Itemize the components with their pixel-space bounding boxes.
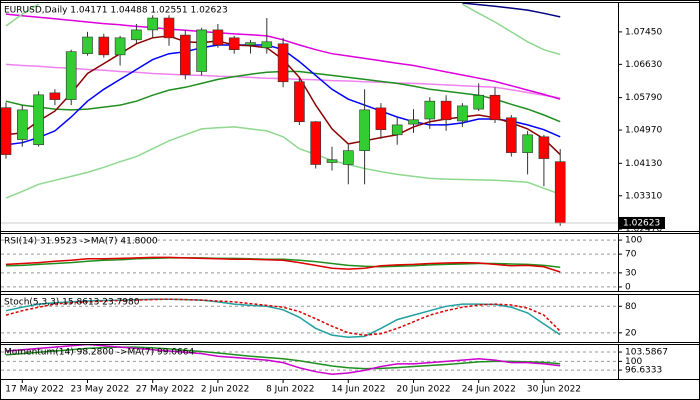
candle-body [457,105,468,122]
candle-body [473,94,485,110]
pane-title: Momentum(14) 98.2800 ->MA(7) 99.0664 [4,348,195,358]
candle-body [180,34,191,75]
pane [1,239,618,288]
x-tick-label: 8 Jun 2022 [266,385,314,395]
pane [1,298,618,339]
pane [1,3,566,226]
candle-body [440,100,452,121]
candle-body [408,119,419,125]
y-tick-label: 80 [625,302,637,312]
candle-body [424,100,436,120]
candle-body [196,29,207,72]
candle-body [538,136,550,159]
candle-body [294,81,305,123]
x-tick-label: 17 May 2022 [5,385,64,395]
candle-body [522,134,533,153]
last-price-label: 1.02623 [623,218,660,228]
x-tick-label: 27 May 2022 [136,385,195,395]
last-price-box [619,216,665,229]
pane-title: Stoch(5,3,3) 15.8613 23.7980 [4,298,140,308]
indicator-line [5,126,561,199]
candle-body [554,161,566,224]
y-tick-label: 70 [625,250,637,260]
pane-title: RSI(14) 31.9523 ->MA(7) 41.8000 [4,237,158,247]
indicator-line [5,346,561,370]
indicator-line [5,257,561,269]
y-tick-label: 96.6333 [625,366,662,376]
y-tick-label: 1.04130 [625,159,662,169]
x-tick-label: 23 May 2022 [71,385,130,395]
candle-body [16,109,28,140]
candle-body [342,150,354,165]
y-tick-label: 1.02470 [625,225,662,235]
indicator-line [5,345,561,376]
candle-body [114,37,126,56]
y-tick-label: 30 [625,268,637,278]
candle-body [277,43,289,83]
candle-body [375,107,387,130]
x-tick-label: 30 Jun 2022 [527,385,581,395]
x-tick-label: 2 Jun 2022 [201,385,249,395]
indicator-line [462,3,561,18]
candle-body [82,36,93,54]
candle-body [310,121,322,165]
candle-body [228,37,240,51]
candle-body [1,107,12,155]
candle-body [131,29,142,41]
indicator-line [5,256,561,273]
x-tick-label: 20 Jun 2022 [397,385,451,395]
candle-body [163,17,175,39]
x-tick-label: 24 Jun 2022 [462,385,516,395]
indicator-line [5,298,561,339]
y-tick-label: 20 [625,328,637,338]
y-tick-label: 103.5867 [625,348,668,358]
y-tick-label: 1.04970 [625,126,662,136]
candle-body [212,29,224,46]
x-tick-label: 14 Jun 2022 [331,385,385,395]
candle-body [33,94,44,146]
candle-body [49,92,61,100]
candle-body [505,117,517,153]
y-tick-label: 1.07450 [625,27,662,37]
candle-body [147,17,158,31]
pane-title: EURUSD,Daily 1.04171 1.04488 1.02551 1.0… [4,6,228,16]
candle-body [98,36,110,56]
y-tick-label: 0 [625,282,631,292]
indicator-line [5,3,561,56]
candle-body [359,109,370,151]
candle-body [489,94,501,121]
candle-body [391,124,403,136]
candle-body [245,42,256,46]
y-tick-label: 1.05790 [625,93,662,103]
y-tick-label: 1.03310 [625,191,662,201]
candle-body [261,41,273,49]
candle-body [65,51,77,100]
y-tick-label: 100 [625,357,642,367]
pane [1,345,618,376]
candle-body [326,159,338,163]
y-tick-label: 100 [625,236,642,246]
y-tick-label: 1.06630 [625,60,662,70]
